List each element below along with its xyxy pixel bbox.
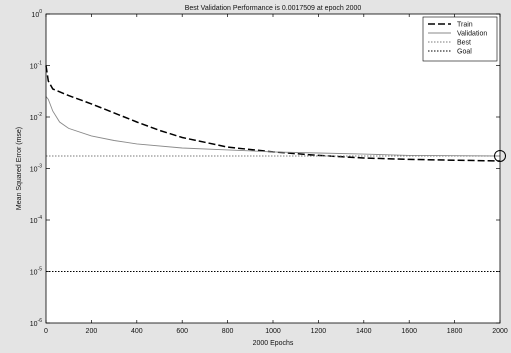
legend-label-train: Train	[457, 22, 473, 29]
x-tick-label: 1600	[401, 328, 417, 335]
x-tick-label: 800	[222, 328, 234, 335]
y-axis-label: Mean Squared Error (mse)	[16, 127, 23, 210]
x-axis-label: 2000 Epochs	[253, 340, 294, 347]
y-tick-label: 10-2	[30, 112, 42, 122]
x-tick-label: 1400	[356, 328, 372, 335]
legend-label-best: Best	[457, 40, 471, 47]
x-tick-label: 1000	[265, 328, 281, 335]
legend-label-goal: Goal	[457, 49, 472, 56]
y-tick-label: 10-4	[30, 215, 42, 225]
series-line-validation	[45, 96, 501, 157]
x-tick-label: 400	[131, 328, 143, 335]
legend-box	[422, 16, 498, 62]
x-tick-label: 200	[86, 328, 98, 335]
series-line-train	[45, 65, 501, 162]
y-tick-label: 10-6	[30, 318, 42, 328]
series-layer	[45, 65, 506, 272]
x-tick-label: 0	[44, 328, 48, 335]
x-tick-label: 1800	[447, 328, 463, 335]
y-tick-label: 10-5	[30, 267, 42, 277]
x-tick-label: 1200	[311, 328, 327, 335]
legend-label-validation: Validation	[457, 31, 487, 38]
ticks-layer: 0 200 400 600 800 1000 1200 1400 1600 1800 2000 100…	[30, 9, 508, 335]
y-tick-label: 100	[31, 9, 42, 19]
x-tick-label: 2000	[492, 328, 508, 335]
x-tick-label: 600	[176, 328, 188, 335]
legend: Train Validation Best Goal	[422, 16, 498, 62]
chart-title: Best Validation Performance is 0.0017509…	[185, 5, 362, 12]
y-tick-label: 10-3	[30, 164, 42, 174]
y-tick-label: 10-1	[30, 61, 42, 71]
